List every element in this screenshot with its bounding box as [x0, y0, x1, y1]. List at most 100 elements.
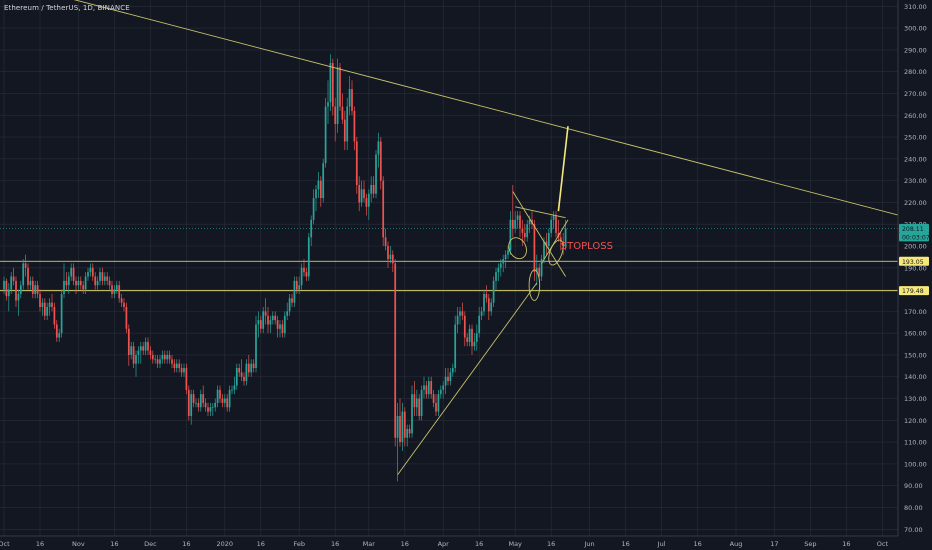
candle[interactable] [375, 150, 377, 199]
candle[interactable] [394, 259, 397, 447]
candle[interactable] [305, 267, 308, 281]
candle[interactable] [156, 354, 159, 369]
candle[interactable] [329, 54, 332, 111]
candle[interactable] [365, 193, 368, 216]
candle[interactable] [276, 315, 279, 338]
candle[interactable] [19, 280, 22, 299]
candle[interactable] [355, 137, 358, 194]
candle[interactable] [271, 311, 274, 325]
candle[interactable] [250, 359, 253, 377]
candle[interactable] [262, 307, 265, 334]
candle[interactable] [267, 307, 269, 334]
candle[interactable] [233, 376, 236, 395]
candle[interactable] [442, 381, 445, 399]
candle[interactable] [295, 276, 298, 294]
candle[interactable] [10, 272, 13, 294]
candle[interactable] [120, 293, 123, 308]
candle[interactable] [41, 298, 44, 316]
candle[interactable] [5, 278, 8, 301]
candle[interactable] [432, 389, 435, 408]
candle[interactable] [339, 62, 341, 111]
candle[interactable] [384, 228, 387, 251]
ellipse-marker[interactable] [505, 235, 529, 262]
candle[interactable] [483, 289, 485, 316]
candle[interactable] [209, 402, 212, 416]
candle[interactable] [533, 219, 536, 281]
candle[interactable] [70, 263, 73, 281]
candle[interactable] [459, 307, 461, 325]
candle[interactable] [185, 363, 188, 395]
candle[interactable] [77, 276, 80, 290]
candle[interactable] [199, 389, 202, 412]
candle[interactable] [46, 302, 49, 321]
candle[interactable] [435, 394, 437, 416]
candle[interactable] [370, 176, 373, 203]
candle[interactable] [130, 341, 133, 360]
candle[interactable] [27, 263, 29, 290]
candle[interactable] [427, 376, 430, 399]
ellipse-marker[interactable] [528, 269, 541, 301]
candle[interactable] [147, 337, 149, 355]
candle[interactable] [137, 346, 140, 364]
candle[interactable] [461, 302, 464, 321]
candle[interactable] [504, 250, 507, 268]
candle[interactable] [279, 320, 281, 338]
candle[interactable] [327, 80, 329, 124]
candle[interactable] [478, 307, 481, 338]
trendline-resistance[interactable] [50, 0, 905, 218]
candle[interactable] [497, 263, 500, 281]
candle[interactable] [48, 298, 51, 316]
candle[interactable] [175, 359, 178, 373]
candle[interactable] [454, 315, 457, 373]
candle[interactable] [214, 398, 217, 412]
candle[interactable] [58, 328, 61, 342]
candle[interactable] [521, 219, 524, 246]
candle[interactable] [456, 307, 459, 334]
candle[interactable] [463, 311, 466, 347]
candle[interactable] [219, 385, 221, 403]
candle[interactable] [159, 354, 161, 369]
candle[interactable] [12, 267, 15, 286]
candle[interactable] [243, 372, 245, 386]
candle[interactable] [166, 350, 169, 364]
candle[interactable] [36, 280, 39, 299]
candle[interactable] [94, 272, 97, 290]
candle[interactable] [163, 350, 166, 364]
candle[interactable] [391, 250, 394, 273]
candle[interactable] [502, 254, 505, 273]
candle[interactable] [96, 276, 99, 290]
price-axis[interactable]: 70.00 80.00 90.00 100.00 110.00 120.00 130.00 1… [897, 0, 932, 550]
candle[interactable] [113, 285, 116, 299]
stoploss-annotation[interactable]: STOPLOSS [561, 241, 613, 252]
candle[interactable] [286, 302, 289, 321]
trendline-support[interactable] [397, 282, 538, 476]
candle[interactable] [406, 424, 409, 447]
candle[interactable] [22, 259, 25, 290]
candle[interactable] [149, 346, 152, 360]
candle[interactable] [298, 276, 301, 294]
candle[interactable] [89, 263, 92, 277]
candle[interactable] [91, 263, 94, 281]
candle[interactable] [372, 176, 375, 199]
candle[interactable] [259, 315, 262, 334]
candle[interactable] [223, 394, 226, 408]
candle[interactable] [168, 350, 171, 364]
candle[interactable] [24, 254, 27, 277]
candle[interactable] [43, 298, 46, 321]
candle[interactable] [226, 394, 229, 412]
candle[interactable] [127, 324, 130, 366]
candle[interactable] [108, 276, 111, 290]
candle[interactable] [99, 267, 101, 286]
candle[interactable] [451, 363, 454, 377]
candle[interactable] [341, 93, 344, 124]
candle[interactable] [171, 354, 173, 369]
candle[interactable] [228, 385, 231, 412]
drawings-layer[interactable]: STOPLOSS [50, 0, 905, 476]
candle[interactable] [245, 359, 248, 386]
candle[interactable] [475, 324, 478, 351]
candle[interactable] [173, 359, 176, 373]
candle[interactable] [29, 276, 32, 290]
candle[interactable] [552, 211, 555, 229]
candle[interactable] [257, 311, 260, 338]
candle[interactable] [111, 280, 113, 299]
